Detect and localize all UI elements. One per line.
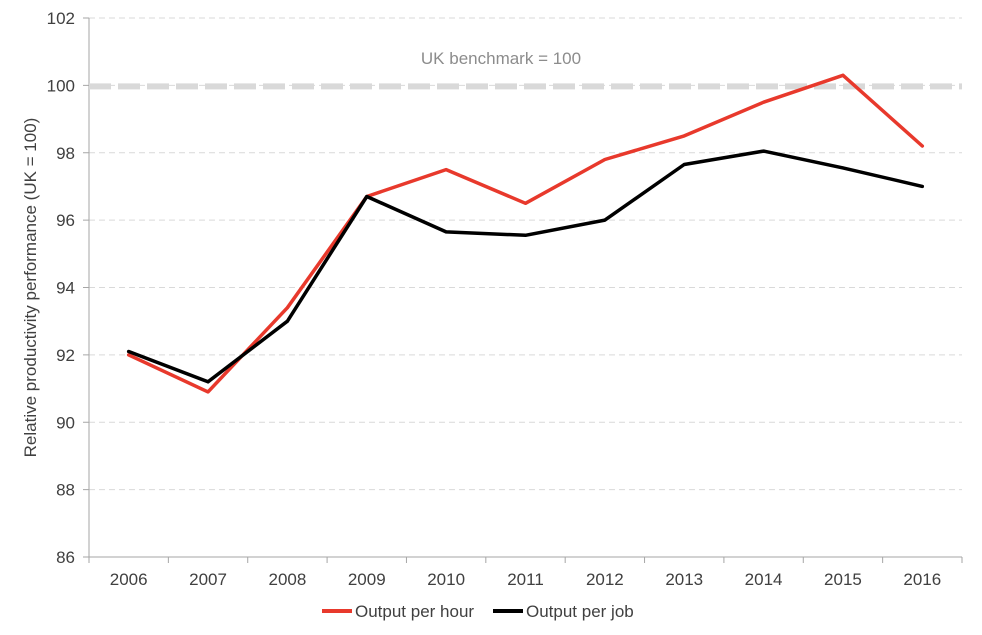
data-point-output-per-hour-2013 <box>682 134 686 138</box>
data-point-output-per-job-2009 <box>365 195 369 199</box>
x-tick-labels: 2006 2007 2008 2009 2010 2011 2012 2013 2014 2015… <box>110 570 941 589</box>
y-tick-label: 90 <box>56 413 75 432</box>
legend-label: Output per job <box>526 602 634 621</box>
x-tick-label: 2012 <box>586 570 624 589</box>
x-tick-label: 2006 <box>110 570 148 589</box>
y-tick-label: 88 <box>56 481 75 500</box>
y-axis-title: Relative productivity performance (UK = … <box>21 118 40 458</box>
data-point-output-per-job-2011 <box>524 233 527 237</box>
x-tick-label: 2010 <box>427 570 465 589</box>
y-tick-label: 102 <box>47 9 75 28</box>
data-point-output-per-job-2012 <box>603 218 607 222</box>
series-line-output-per-job <box>126 149 925 384</box>
data-point-output-per-job-2007 <box>206 380 210 384</box>
y-tick-labels: 86 88 90 92 94 96 98 100 102 <box>47 9 75 567</box>
y-tick-label: 86 <box>56 548 75 567</box>
data-point-output-per-job-2014 <box>762 149 766 153</box>
x-tick-label: 2014 <box>745 570 783 589</box>
data-point-output-per-hour-2007 <box>206 390 210 394</box>
data-point-output-per-hour-2014 <box>762 100 766 104</box>
y-tick-label: 98 <box>56 144 75 163</box>
data-point-output-per-hour-2015 <box>841 73 845 77</box>
data-point-output-per-hour-2010 <box>444 168 448 172</box>
data-point-output-per-job-2008 <box>285 319 289 323</box>
axes <box>83 17 963 563</box>
data-point-output-per-hour-2006 <box>127 353 131 357</box>
benchmark-label: UK benchmark = 100 <box>421 49 581 68</box>
data-point-output-per-job-2010 <box>444 230 448 234</box>
y-tick-label: 94 <box>56 279 75 298</box>
y-tick-label: 96 <box>56 211 75 230</box>
data-point-output-per-hour-2016 <box>920 144 924 148</box>
legend: Output per hour Output per job <box>322 602 634 621</box>
x-tick-label: 2008 <box>268 570 306 589</box>
x-tick-label: 2013 <box>665 570 703 589</box>
x-tick-label: 2015 <box>824 570 862 589</box>
data-point-output-per-hour-2008 <box>285 306 289 310</box>
data-point-output-per-job-2015 <box>841 166 845 170</box>
y-tick-label: 100 <box>47 76 75 95</box>
series-lines <box>126 73 925 394</box>
x-tick-label: 2007 <box>189 570 227 589</box>
data-point-output-per-job-2006 <box>127 350 131 354</box>
data-point-output-per-hour-2012 <box>603 157 607 161</box>
data-point-output-per-hour-2011 <box>524 201 527 205</box>
x-tick-label: 2009 <box>348 570 386 589</box>
data-point-output-per-job-2016 <box>920 184 924 188</box>
x-tick-label: 2016 <box>903 570 941 589</box>
benchmark: UK benchmark = 100 <box>89 49 962 90</box>
y-tick-label: 92 <box>56 346 75 365</box>
data-point-output-per-job-2013 <box>682 163 686 167</box>
x-tick-label: 2011 <box>507 570 544 589</box>
legend-label: Output per hour <box>355 602 474 621</box>
